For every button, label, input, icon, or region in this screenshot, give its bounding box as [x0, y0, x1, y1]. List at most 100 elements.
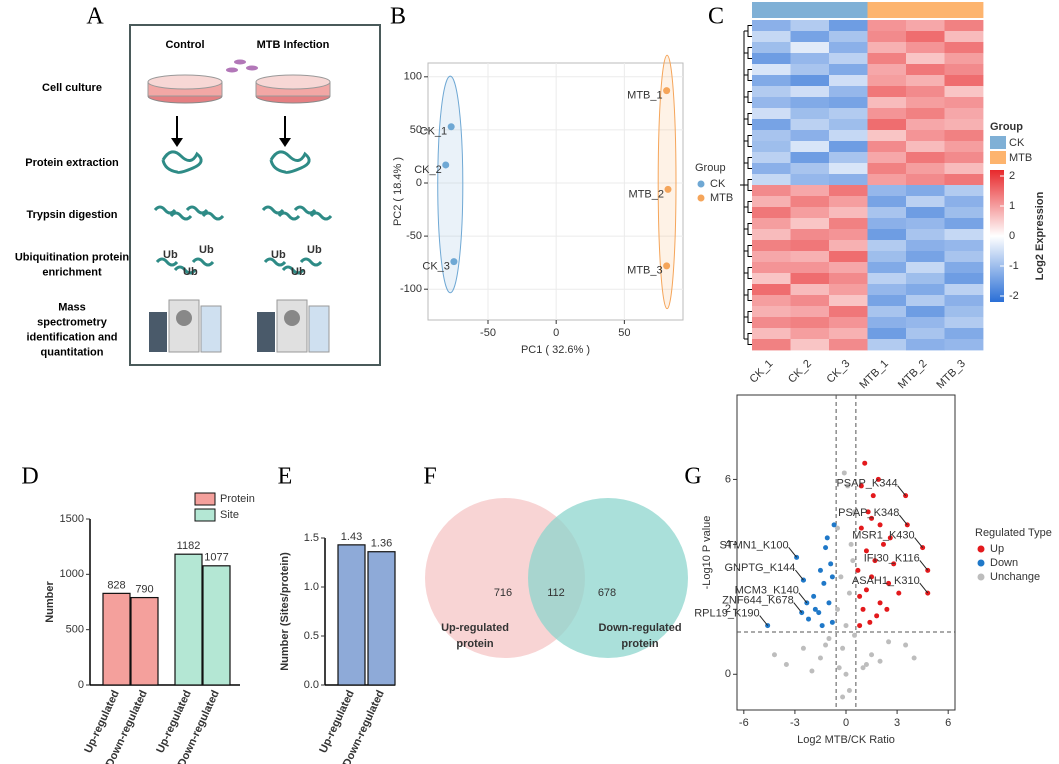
peptide — [185, 205, 209, 215]
heat-cell — [752, 196, 791, 208]
heat-cell — [944, 53, 984, 65]
heat-cell — [944, 20, 984, 32]
heat-cell — [906, 163, 945, 175]
point — [863, 587, 869, 593]
heat-cell — [790, 86, 830, 98]
heat-cell — [906, 141, 945, 153]
heat-cell — [944, 284, 984, 296]
heat-cell — [829, 317, 868, 329]
annotation: ZNF644_K678 — [722, 594, 794, 606]
venn-count: 716 — [494, 587, 512, 599]
point — [809, 668, 815, 674]
y-tick-label: 50 — [410, 124, 422, 136]
heat-cell — [829, 119, 868, 131]
heat-cell — [906, 130, 945, 142]
panel-letter: E — [278, 464, 293, 490]
y-tick-label: -50 — [406, 230, 422, 242]
point — [663, 262, 671, 270]
heat-cell — [867, 262, 907, 274]
annotation: PSAP_K344 — [836, 478, 897, 490]
heat-cell — [829, 75, 868, 87]
step-label: spectrometry — [37, 316, 108, 328]
heat-cell — [944, 86, 984, 98]
heat-cell — [829, 174, 868, 186]
heat-cell — [944, 240, 984, 252]
column-label: MTB_2 — [896, 358, 930, 392]
annotation-leader — [914, 537, 924, 548]
heat-cell — [790, 207, 830, 219]
heat-cell — [867, 163, 907, 175]
heat-cell — [752, 152, 791, 164]
point — [838, 574, 844, 580]
heat-cell — [867, 20, 907, 32]
peptide — [169, 211, 193, 221]
venn-count: 112 — [547, 587, 565, 599]
y-tick-label: 0.5 — [304, 630, 319, 642]
point — [829, 574, 835, 580]
y-tick-label: -100 — [400, 283, 422, 295]
heat-cell — [790, 141, 830, 153]
heat-cell — [867, 317, 907, 329]
column-label: CK_3 — [824, 358, 852, 386]
heat-cell — [867, 185, 907, 197]
heat-cell — [790, 31, 830, 43]
annotation: IFI30_K116 — [864, 552, 920, 564]
heat-cell — [906, 240, 945, 252]
y-tick-label: 4 — [725, 538, 731, 550]
confidence-ellipse — [437, 75, 464, 294]
peptide — [263, 257, 287, 267]
heat-cell — [829, 229, 868, 241]
ub-tag: Ub — [163, 249, 178, 261]
heat-cell — [752, 207, 791, 219]
point-label: CK_1 — [420, 126, 448, 138]
heat-cell — [752, 218, 791, 230]
point — [817, 567, 823, 573]
peptide — [261, 205, 285, 215]
heat-cell — [906, 218, 945, 230]
heat-cell — [906, 295, 945, 307]
x-tick-label: 0 — [843, 717, 849, 729]
bar — [130, 596, 159, 686]
step-label: Ubiquitination protein — [15, 251, 130, 263]
heat-cell — [944, 163, 984, 175]
y-tick-label: 1.5 — [304, 532, 319, 544]
legend-swatch — [990, 151, 1006, 164]
heat-cell — [790, 163, 830, 175]
annotation-leader — [897, 485, 906, 496]
heat-cell — [867, 196, 907, 208]
bacterium — [234, 59, 246, 65]
heat-cell — [790, 174, 830, 186]
ub-tag: Ub — [271, 249, 286, 261]
point-label: MTB_1 — [627, 90, 662, 102]
point — [817, 655, 823, 661]
step-label: identification and — [26, 331, 117, 343]
heat-cell — [867, 339, 907, 351]
heat-cell — [906, 328, 945, 340]
heat-cell — [790, 152, 830, 164]
panel-letter: C — [708, 4, 724, 30]
point — [821, 580, 827, 586]
protein — [269, 150, 311, 174]
point — [867, 619, 873, 625]
heat-cell — [752, 174, 791, 186]
heat-cell — [944, 251, 984, 263]
bacterium — [246, 65, 258, 71]
ms-unit — [176, 310, 192, 326]
heat-cell — [752, 130, 791, 142]
colorbar-tick-label: -2 — [1009, 290, 1019, 302]
point — [848, 541, 854, 547]
bar — [174, 553, 203, 686]
heat-cell — [752, 108, 791, 120]
y-tick-label: 500 — [66, 624, 84, 636]
group-bar — [790, 2, 830, 18]
heat-cell — [906, 229, 945, 241]
legend-label: MTB — [1009, 152, 1032, 164]
heat-cell — [944, 119, 984, 131]
heat-cell — [906, 31, 945, 43]
point — [442, 161, 450, 169]
heat-cell — [867, 229, 907, 241]
value-label: 1.43 — [341, 531, 362, 543]
legend-swatch — [697, 180, 705, 188]
heat-cell — [867, 251, 907, 263]
heat-cell — [829, 31, 868, 43]
